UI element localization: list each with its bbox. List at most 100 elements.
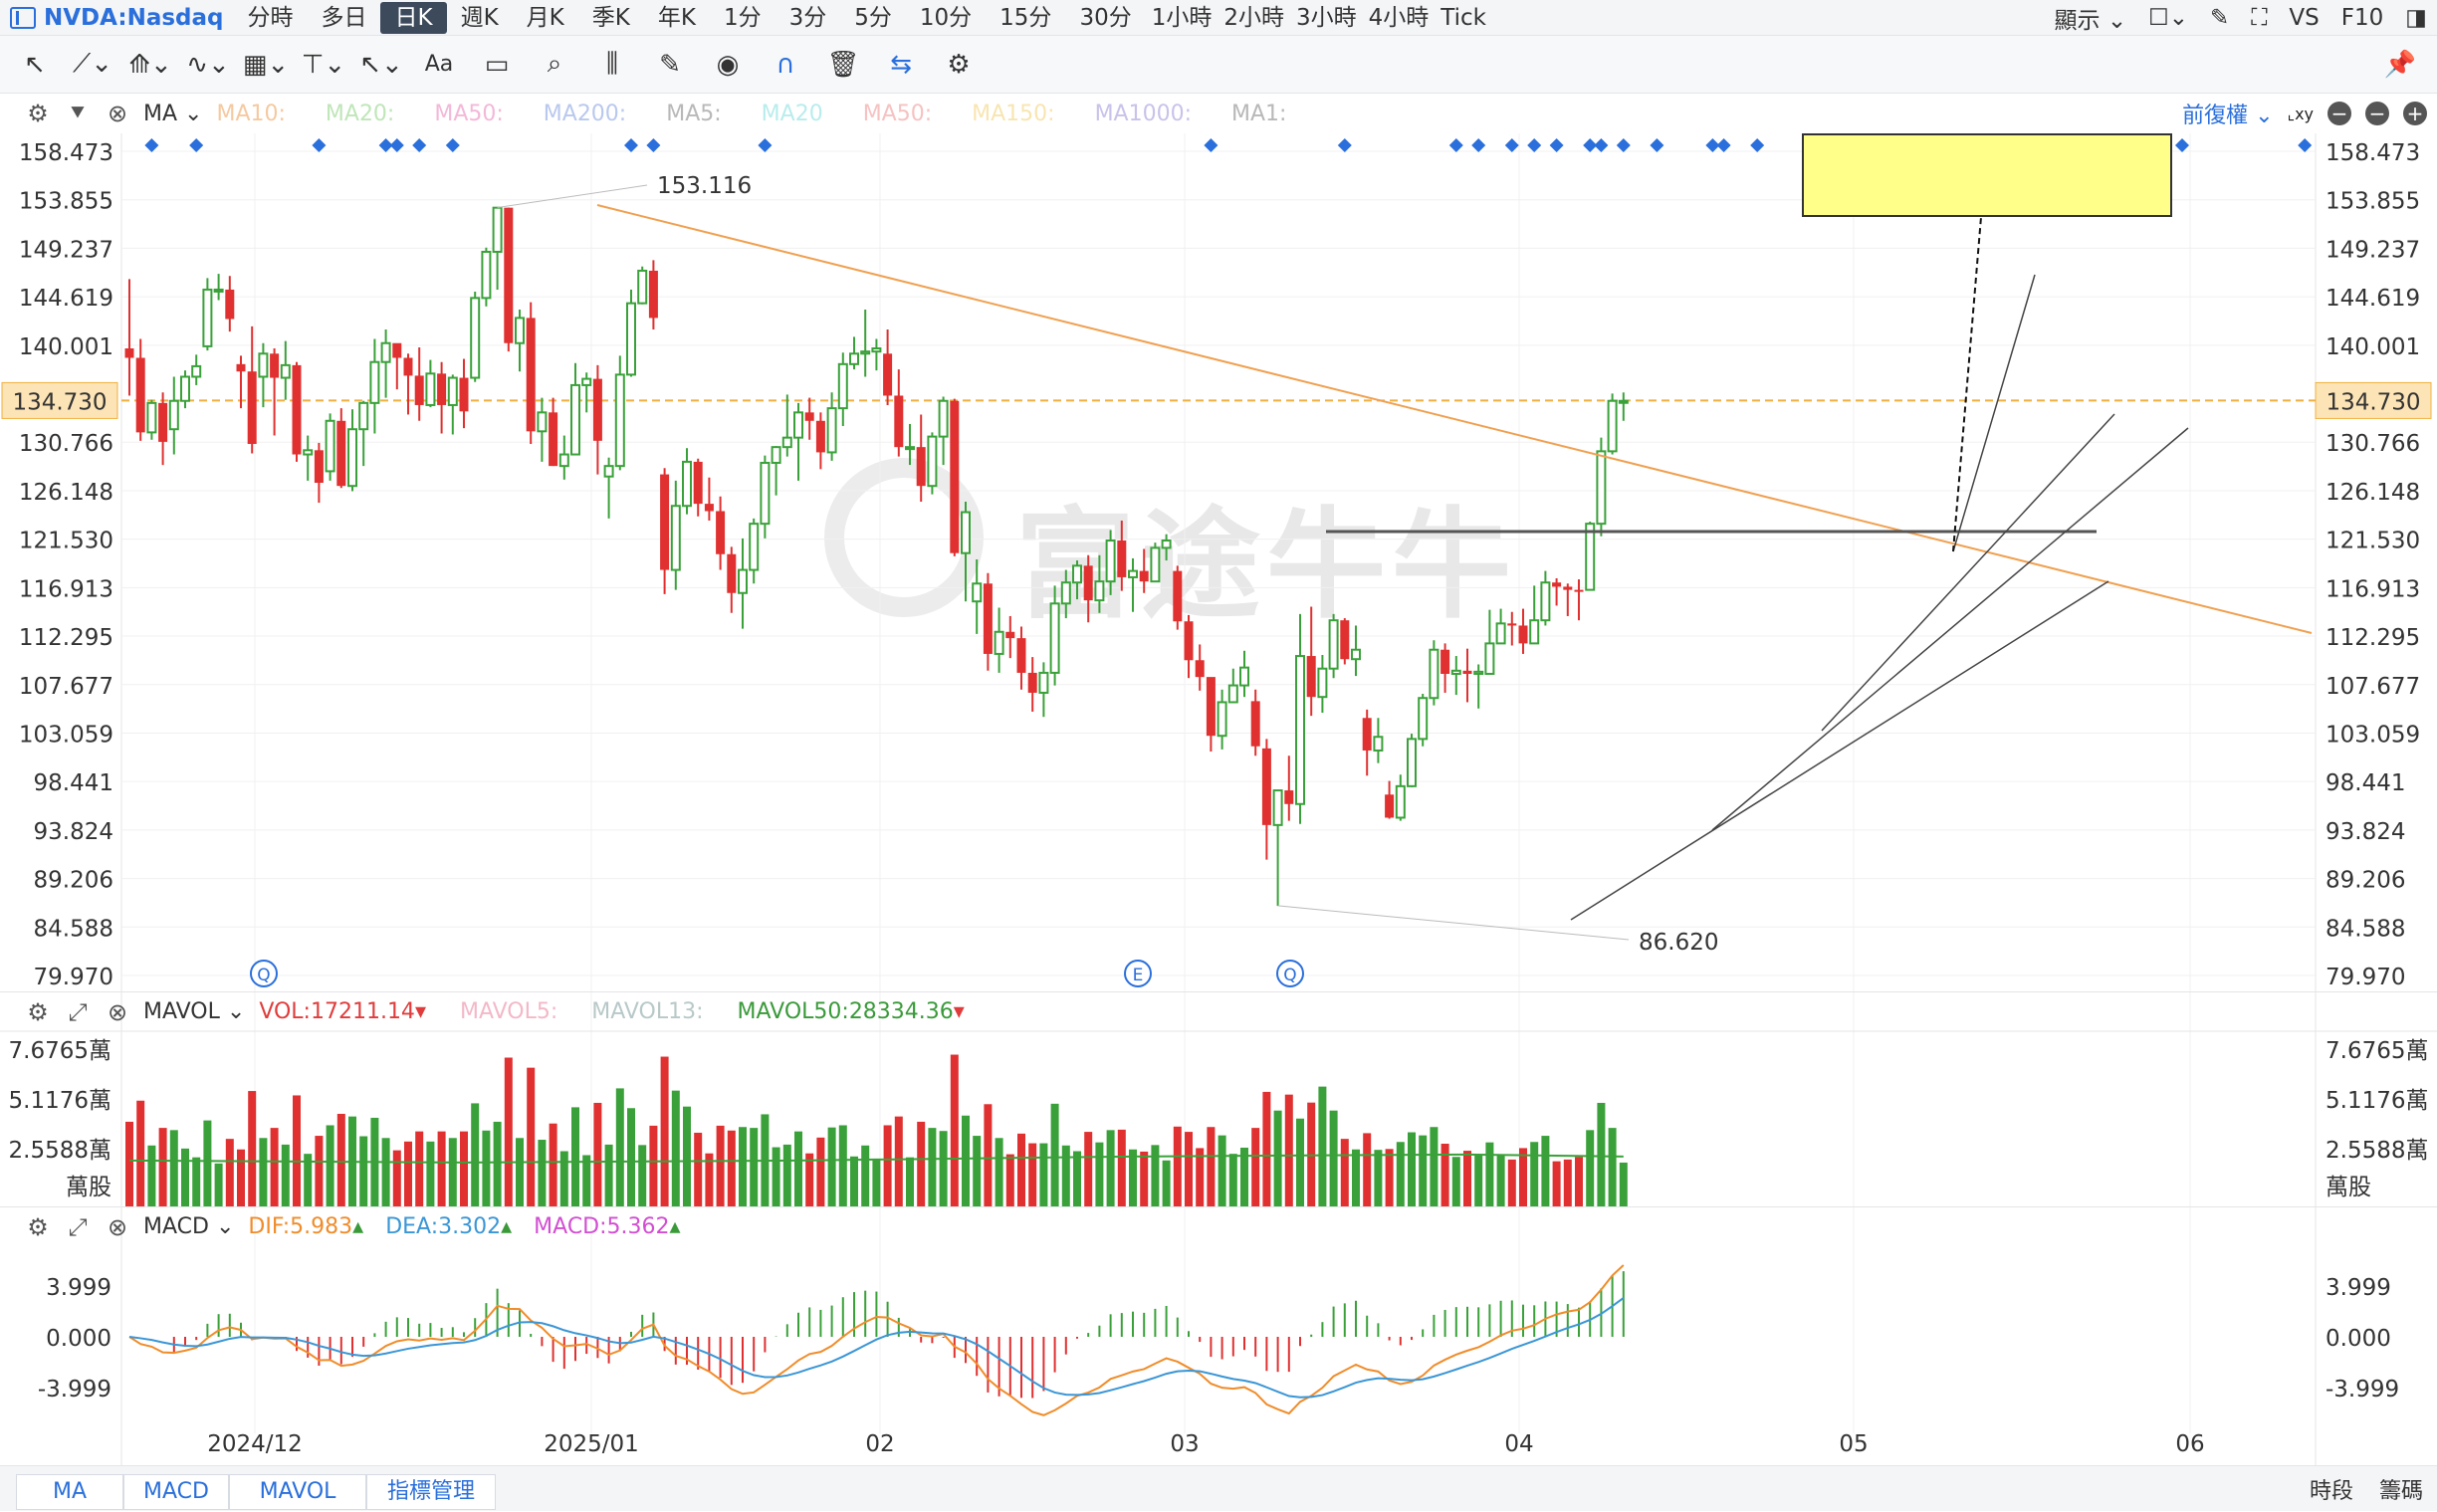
- tab-timeframe-15[interactable]: 3小時: [1296, 4, 1357, 31]
- zoom-icon[interactable]: ⌕: [547, 49, 562, 79]
- candle-body-up: [682, 460, 692, 508]
- bottom-tab-1[interactable]: MACD: [123, 1474, 229, 1510]
- candle-body-down: [1440, 649, 1450, 674]
- gear-icon[interactable]: ⚙: [27, 997, 49, 1026]
- zoom-in-icon[interactable]: +: [2403, 102, 2427, 125]
- macd-indicator-name[interactable]: MACD ⌄: [143, 1214, 235, 1239]
- tab-timeframe-13[interactable]: 1小時: [1151, 4, 1213, 31]
- volume-bar: [962, 1115, 970, 1206]
- layout-toggle-icon[interactable]: ☐⌄: [2148, 5, 2189, 31]
- volume-bar: [950, 1054, 959, 1206]
- candle-body-up: [537, 411, 548, 433]
- bottom-tab-2[interactable]: MAVOL: [229, 1474, 366, 1510]
- tab-timeframe-1[interactable]: 多日: [321, 4, 367, 31]
- pin-icon[interactable]: 📌: [2383, 49, 2417, 80]
- tab-timeframe-16[interactable]: 4小時: [1368, 4, 1430, 31]
- cursor-icon[interactable]: ↖: [24, 49, 46, 80]
- earnings-marker-icon: [1124, 960, 1152, 987]
- expand-icon[interactable]: ⤢: [68, 1212, 88, 1241]
- tab-timeframe-6[interactable]: 年K: [657, 4, 696, 31]
- annotation-note-box[interactable]: [1802, 133, 2172, 217]
- wave-tool-icon[interactable]: ∿⌄: [186, 49, 230, 80]
- pattern-icon[interactable]: ⫼: [606, 49, 618, 79]
- zoom-out-icon[interactable]: −: [2365, 102, 2389, 125]
- tab-timeframe-14[interactable]: 2小時: [1223, 4, 1284, 31]
- close-icon[interactable]: ⊗: [107, 100, 128, 127]
- ma-indicator-name[interactable]: MA ⌄: [143, 101, 203, 126]
- f10-button[interactable]: F10: [2340, 5, 2384, 31]
- settings-icon[interactable]: ⚙: [947, 49, 971, 80]
- tab-timeframe-10[interactable]: 10分: [919, 4, 973, 31]
- tab-timeframe-11[interactable]: 15分: [999, 4, 1052, 31]
- volume-bar: [1162, 1160, 1171, 1206]
- polyline-tool-icon[interactable]: ⟰⌄: [128, 49, 172, 80]
- gear-icon[interactable]: ⚙: [27, 1212, 49, 1241]
- brush-icon[interactable]: ✎: [2210, 5, 2230, 31]
- expand-icon[interactable]: ⤢: [68, 997, 88, 1026]
- sync-icon[interactable]: ⇆: [890, 49, 912, 80]
- line-tool-icon[interactable]: ⟋⌄: [73, 49, 112, 79]
- comment-icon[interactable]: ▭: [484, 49, 510, 80]
- high-annotation-label: 153.116: [657, 173, 752, 199]
- candle-body-down: [1362, 718, 1372, 751]
- adjust-dropdown[interactable]: 前復權 ⌄: [2182, 104, 2274, 128]
- volume-bar: [1552, 1161, 1561, 1206]
- window-layout-icon[interactable]: [10, 6, 36, 29]
- chips-button[interactable]: 籌碼: [2378, 1479, 2423, 1504]
- bottom-tab-bar: MA MACD MAVOL 指標管理 時段 籌碼: [0, 1465, 2437, 1511]
- minus-icon[interactable]: −: [2327, 102, 2351, 125]
- close-icon[interactable]: ⊗: [107, 1212, 128, 1241]
- vs-button[interactable]: VS: [2289, 5, 2320, 31]
- volume-bar: [326, 1125, 334, 1206]
- candle-body-up: [1351, 648, 1361, 661]
- tab-timeframe-2[interactable]: 日K: [380, 1, 447, 34]
- volume-bar: [1196, 1148, 1205, 1206]
- bottom-tab-3[interactable]: 指標管理: [366, 1474, 496, 1510]
- bottom-tab-0[interactable]: MA: [16, 1474, 123, 1510]
- session-button[interactable]: 時段: [2309, 1479, 2353, 1504]
- display-dropdown[interactable]: 顯示 ⌄: [2054, 8, 2127, 34]
- trash-icon[interactable]: 🗑: [826, 49, 860, 80]
- tab-timeframe-4[interactable]: 月K: [526, 4, 564, 31]
- candle-body-down: [403, 357, 413, 376]
- candle-body-down: [1005, 631, 1015, 639]
- tab-timeframe-12[interactable]: 30分: [1079, 4, 1132, 31]
- measure-tool-icon[interactable]: ⊤⌄: [301, 49, 346, 80]
- volume-bar: [716, 1125, 725, 1206]
- price-tick-left: 158.473: [19, 140, 113, 166]
- candle-body-up: [481, 250, 492, 300]
- pen-icon[interactable]: ✎: [659, 49, 681, 80]
- volume-bar: [527, 1067, 536, 1206]
- fib-tool-icon[interactable]: ▦⌄: [242, 49, 290, 80]
- close-icon[interactable]: ⊗: [107, 997, 128, 1026]
- candle-body-down: [504, 207, 514, 343]
- tab-timeframe-8[interactable]: 3分: [788, 4, 827, 31]
- timeframe-list: 分時 多日 日K 週K 月K 季K 年K 1分 3分 5分 10分 15分 30分 1小時 2小時 3小時 4小…: [233, 1, 1492, 34]
- volume-bar: [1541, 1136, 1550, 1206]
- volume-bar: [1463, 1151, 1471, 1206]
- mavol13-value: MAVOL13:: [591, 999, 704, 1024]
- eye-icon[interactable]: ◉: [716, 49, 740, 80]
- text-tool-icon[interactable]: Aa: [424, 52, 454, 77]
- tab-timeframe-9[interactable]: 5分: [854, 4, 892, 31]
- vol-indicator-name[interactable]: MAVOL ⌄: [143, 999, 246, 1024]
- tab-timeframe-3[interactable]: 週K: [460, 4, 499, 31]
- event-diamond-icon: [378, 138, 393, 152]
- tab-timeframe-7[interactable]: 1分: [723, 4, 762, 31]
- tab-timeframe-5[interactable]: 季K: [591, 4, 630, 31]
- low-annotation-line: [1277, 905, 1630, 941]
- xy-scale-icon[interactable]: ⌞xy: [2287, 104, 2314, 123]
- collapse-icon[interactable]: ⯆: [68, 100, 88, 127]
- volume-bar: [1284, 1094, 1293, 1206]
- symbol-label[interactable]: NVDA:Nasdaq: [44, 4, 224, 31]
- candle-body-down: [693, 461, 703, 505]
- tab-timeframe-0[interactable]: 分時: [247, 4, 294, 31]
- arrow-tool-icon[interactable]: ↖⌄: [359, 49, 403, 80]
- magnet-icon[interactable]: ∩: [775, 49, 795, 80]
- fullscreen-icon[interactable]: ⛶: [2251, 5, 2268, 31]
- tab-timeframe-17[interactable]: Tick: [1440, 4, 1486, 31]
- price-chart[interactable]: 158.473 158.473 153.855 153.855 149.237 149.2…: [0, 0, 2437, 1465]
- gear-icon[interactable]: ⚙: [27, 100, 49, 127]
- volume-bar: [1296, 1118, 1304, 1206]
- sidebar-toggle-icon[interactable]: ◨: [2405, 5, 2427, 31]
